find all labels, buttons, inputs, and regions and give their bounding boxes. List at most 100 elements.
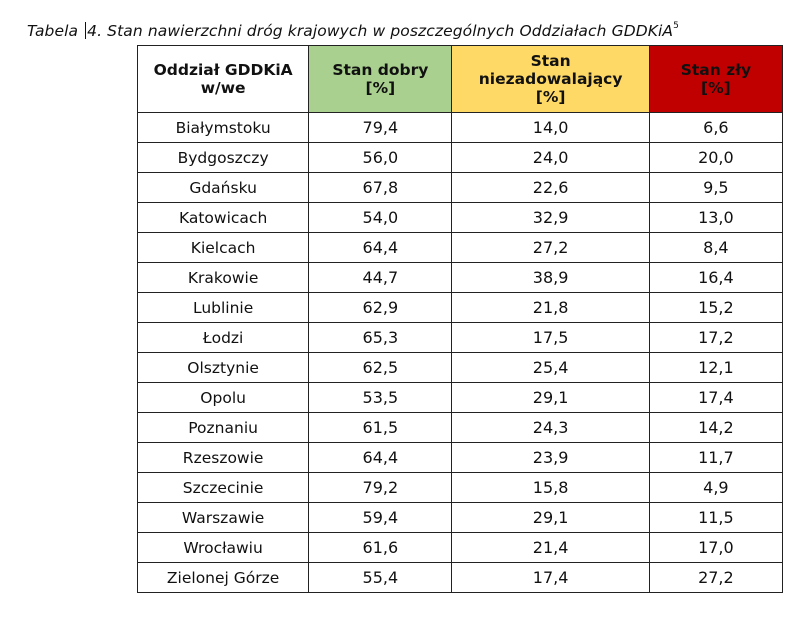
good-percent-cell: 62,9 [308,292,453,323]
bad-percent-cell: 4,9 [648,472,784,503]
branch-cell: Olsztynie [136,352,310,383]
unsatisfactory-percent-cell: 29,1 [451,502,650,533]
branch-cell: Szczecinie [136,472,310,503]
unsatisfactory-percent-cell: 23,9 [451,442,650,473]
bad-percent-cell: 13,0 [648,202,784,233]
table-row: Bydgoszczy 56,0 24,0 20,0 [136,142,784,173]
header-unsatisfactory-line3: [%] [535,88,566,106]
header-unsatisfactory: Stan niezadowalający [%] [451,45,650,113]
table-body: Białymstoku 79,4 14,0 6,6 Bydgoszczy 56,0 24,0… [136,112,784,593]
header-branch: Oddział GDDKiA w/we [136,45,310,113]
bad-percent-cell: 17,4 [648,382,784,413]
table-row: Krakowie 44,7 38,9 16,4 [136,262,784,293]
table-row: Lublinie 62,9 21,8 15,2 [136,292,784,323]
header-unsatisfactory-line1: Stan [530,52,571,70]
table-row: Kielcach 64,4 27,2 8,4 [136,232,784,263]
bad-percent-cell: 20,0 [648,142,784,173]
table-row: Zielonej Górze 55,4 17,4 27,2 [136,562,784,593]
branch-cell: Białymstoku [136,112,310,143]
branch-cell: Poznaniu [136,412,310,443]
road-condition-table: Oddział GDDKiA w/we Stan dobry [%] Stan … [136,45,784,593]
unsatisfactory-percent-cell: 24,0 [451,142,650,173]
bad-percent-cell: 11,7 [648,442,784,473]
bad-percent-cell: 16,4 [648,262,784,293]
good-percent-cell: 53,5 [308,382,453,413]
branch-cell: Lublinie [136,292,310,323]
branch-cell: Zielonej Górze [136,562,310,593]
branch-cell: Warszawie [136,502,310,533]
unsatisfactory-percent-cell: 32,9 [451,202,650,233]
good-percent-cell: 65,3 [308,322,453,353]
branch-cell: Opolu [136,382,310,413]
caption-prefix: Tabela [27,22,84,40]
table-row: Rzeszowie 64,4 23,9 11,7 [136,442,784,473]
unsatisfactory-percent-cell: 17,5 [451,322,650,353]
bad-percent-cell: 15,2 [648,292,784,323]
unsatisfactory-percent-cell: 27,2 [451,232,650,263]
caption-text: 4. Stan nawierzchni dróg krajowych w pos… [87,22,674,40]
bad-percent-cell: 11,5 [648,502,784,533]
branch-cell: Gdańsku [136,172,310,203]
unsatisfactory-percent-cell: 14,0 [451,112,650,143]
table-row: Katowicach 54,0 32,9 13,0 [136,202,784,233]
header-good-line2: [%] [365,79,396,97]
good-percent-cell: 79,2 [308,472,453,503]
header-bad-line2: [%] [701,79,731,97]
table-row: Olsztynie 62,5 25,4 12,1 [136,352,784,383]
header-good: Stan dobry [%] [308,45,453,113]
footnote-marker: 5 [673,21,679,31]
table-row: Poznaniu 61,5 24,3 14,2 [136,412,784,443]
unsatisfactory-percent-cell: 22,6 [451,172,650,203]
header-unsatisfactory-line2: niezadowalający [478,70,623,88]
branch-cell: Kielcach [136,232,310,263]
branch-cell: Rzeszowie [136,442,310,473]
bad-percent-cell: 6,6 [648,112,784,143]
good-percent-cell: 55,4 [308,562,453,593]
unsatisfactory-percent-cell: 21,8 [451,292,650,323]
header-bad: Stan zły [%] [648,45,784,113]
branch-cell: Krakowie [136,262,310,293]
good-percent-cell: 67,8 [308,172,453,203]
good-percent-cell: 64,4 [308,442,453,473]
header-row: Oddział GDDKiA w/we Stan dobry [%] Stan … [136,45,784,113]
unsatisfactory-percent-cell: 15,8 [451,472,650,503]
good-percent-cell: 62,5 [308,352,453,383]
unsatisfactory-percent-cell: 29,1 [451,382,650,413]
good-percent-cell: 64,4 [308,232,453,263]
good-percent-cell: 44,7 [308,262,453,293]
table-row: Warszawie 59,4 29,1 11,5 [136,502,784,533]
branch-cell: Bydgoszczy [136,142,310,173]
unsatisfactory-percent-cell: 21,4 [451,532,650,563]
good-percent-cell: 54,0 [308,202,453,233]
good-percent-cell: 79,4 [308,112,453,143]
header-branch-line2: w/we [200,79,246,97]
table-row: Opolu 53,5 29,1 17,4 [136,382,784,413]
table-row: Białymstoku 79,4 14,0 6,6 [136,112,784,143]
good-percent-cell: 56,0 [308,142,453,173]
branch-cell: Łodzi [136,322,310,353]
header-good-line1: Stan dobry [332,61,429,79]
bad-percent-cell: 8,4 [648,232,784,263]
bad-percent-cell: 14,2 [648,412,784,443]
table-row: Wrocławiu 61,6 21,4 17,0 [136,532,784,563]
unsatisfactory-percent-cell: 38,9 [451,262,650,293]
header-branch-line1: Oddział GDDKiA [153,61,293,79]
bad-percent-cell: 9,5 [648,172,784,203]
unsatisfactory-percent-cell: 25,4 [451,352,650,383]
bad-percent-cell: 27,2 [648,562,784,593]
unsatisfactory-percent-cell: 24,3 [451,412,650,443]
bad-percent-cell: 17,2 [648,322,784,353]
table-row: Łodzi 65,3 17,5 17,2 [136,322,784,353]
unsatisfactory-percent-cell: 17,4 [451,562,650,593]
table-caption: Tabela 4. Stan nawierzchni dróg krajowyc… [27,21,679,41]
good-percent-cell: 61,5 [308,412,453,443]
text-cursor [85,22,87,39]
good-percent-cell: 61,6 [308,532,453,563]
branch-cell: Katowicach [136,202,310,233]
table-row: Szczecinie 79,2 15,8 4,9 [136,472,784,503]
bad-percent-cell: 12,1 [648,352,784,383]
header-bad-line1: Stan zły [680,61,752,79]
good-percent-cell: 59,4 [308,502,453,533]
table-row: Gdańsku 67,8 22,6 9,5 [136,172,784,203]
bad-percent-cell: 17,0 [648,532,784,563]
